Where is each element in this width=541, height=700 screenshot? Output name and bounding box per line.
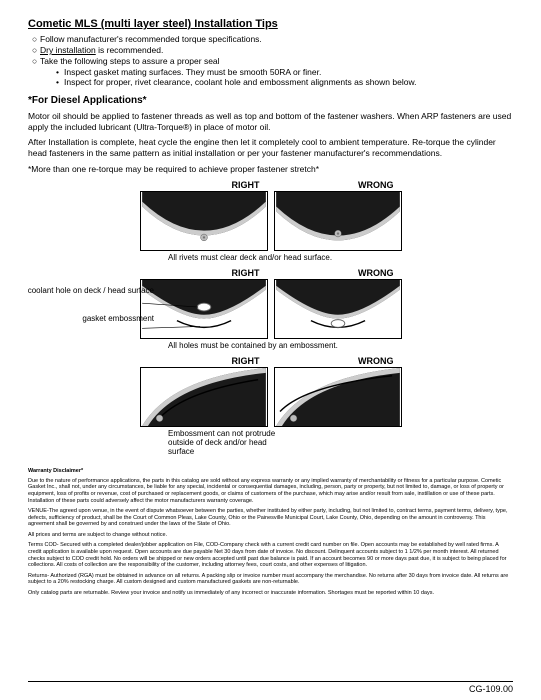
diagram-wrong-emboss: [274, 367, 402, 427]
wrong-label: WRONG: [274, 268, 402, 278]
diagram-rivets: RIGHT WRONG All rivets must clear deck a…: [28, 180, 513, 262]
page-number: CG-109.00: [469, 684, 513, 694]
bullet-text: Inspect for proper, rivet clearance, coo…: [64, 77, 416, 87]
right-label: RIGHT: [140, 180, 268, 190]
right-label: RIGHT: [140, 268, 268, 278]
paragraph: Motor oil should be applied to fastener …: [28, 111, 513, 132]
sub-list-item: •Inspect gasket mating surfaces. They mu…: [56, 67, 513, 77]
note: *More than one re-torque may be required…: [28, 164, 513, 175]
disclaimer-para: VENUE-The agreed upon venue, in the even…: [28, 508, 513, 528]
right-label: RIGHT: [140, 356, 268, 366]
diagram-embossment: RIGHT WRONG Embossment can not protrude …: [28, 356, 513, 456]
paragraph: After Installation is complete, heat cyc…: [28, 137, 513, 158]
bullet-text: Take the following steps to assure a pro…: [40, 56, 220, 66]
disclaimer-para: Due to the nature of performance applica…: [28, 478, 513, 504]
diagram-wrong-hole: [274, 279, 402, 339]
diagram-caption: Embossment can not protrude outside of d…: [28, 429, 288, 456]
bullet-text: Follow manufacturer's recommended torque…: [40, 34, 262, 44]
page-title: Cometic MLS (multi layer steel) Installa…: [28, 18, 513, 30]
disclaimer-para: Returns- Authorized (RGA) must be obtain…: [28, 573, 513, 586]
disclaimer-para: All prices and terms are subject to chan…: [28, 532, 513, 539]
diagram-right-emboss: [140, 367, 268, 427]
diagram-wrong-rivet: [274, 191, 402, 251]
disclaimer-para: Terms COD- Secured with a completed deal…: [28, 542, 513, 568]
wrong-label: WRONG: [274, 180, 402, 190]
list-item: ○Follow manufacturer's recommended torqu…: [32, 34, 513, 44]
disclaimer-heading: Warranty Disclaimer*: [28, 468, 513, 475]
callout-coolant: coolant hole on deck / head surface: [24, 286, 154, 295]
callout-gasket: gasket embossment: [24, 314, 154, 323]
bullet-text: Dry installation is recommended.: [40, 45, 163, 55]
list-item: ○Take the following steps to assure a pr…: [32, 56, 513, 66]
diagram-caption: All holes must be contained by an emboss…: [28, 341, 513, 350]
warranty-disclaimer: Warranty Disclaimer* Due to the nature o…: [28, 468, 513, 597]
list-item: ○Dry installation is recommended.: [32, 45, 513, 55]
sub-list-item: •Inspect for proper, rivet clearance, co…: [56, 77, 513, 87]
disclaimer-para: Only catalog parts are returnable. Revie…: [28, 590, 513, 597]
wrong-label: WRONG: [274, 356, 402, 366]
diagram-right-rivet: [140, 191, 268, 251]
page-footer: CG-109.00: [28, 681, 513, 694]
diagram-caption: All rivets must clear deck and/or head s…: [28, 253, 513, 262]
diagram-right-hole: [140, 279, 268, 339]
diesel-heading: *For Diesel Applications*: [28, 95, 513, 106]
tips-list: ○Follow manufacturer's recommended torqu…: [32, 34, 513, 87]
diagram-holes: coolant hole on deck / head surface gask…: [28, 268, 513, 350]
bullet-text: Inspect gasket mating surfaces. They mus…: [64, 67, 321, 77]
